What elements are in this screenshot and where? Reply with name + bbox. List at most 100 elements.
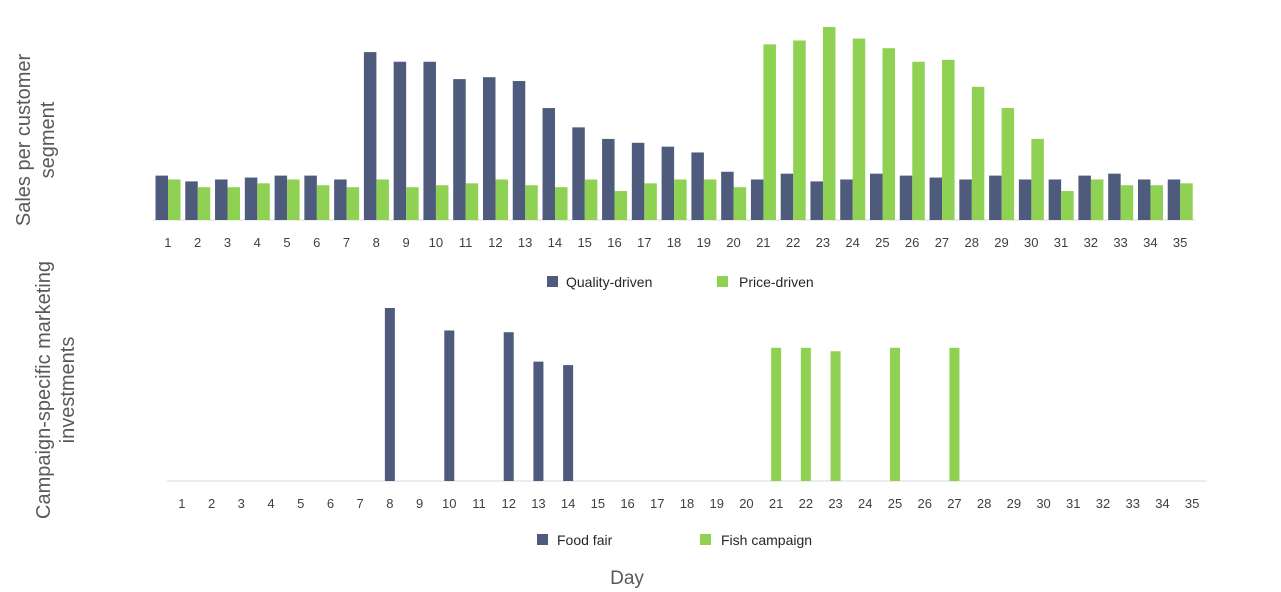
x-tick-label: 10 xyxy=(429,235,443,250)
legend-label-quality-driven: Quality-driven xyxy=(566,274,652,290)
bar-price-driven-day-3 xyxy=(227,187,241,220)
bar-quality-driven-day-15 xyxy=(572,127,585,220)
bar-quality-driven-day-8 xyxy=(363,52,377,221)
bar-quality-driven-day-22 xyxy=(780,173,794,220)
x-tick-label: 17 xyxy=(637,235,651,250)
x-tick-label: 30 xyxy=(1036,496,1050,511)
x-tick-label: 3 xyxy=(224,235,231,250)
x-tick-label: 19 xyxy=(709,496,723,511)
bar-price-driven-day-34 xyxy=(1150,185,1163,220)
bar-price-driven-day-29 xyxy=(1001,108,1015,220)
bar-price-driven-day-2 xyxy=(197,187,211,220)
x-tick-label: 12 xyxy=(501,496,515,511)
bar-quality-driven-day-21 xyxy=(750,179,764,220)
x-tick-label: 20 xyxy=(739,496,753,511)
bar-fish-campaign-day-23 xyxy=(830,351,841,481)
bar-price-driven-day-23 xyxy=(822,27,836,220)
bar-quality-driven-day-6 xyxy=(304,175,317,220)
x-tick-label: 11 xyxy=(472,496,486,511)
x-tick-label: 35 xyxy=(1185,496,1199,511)
x-tick-label: 8 xyxy=(373,235,380,250)
x-tick-label: 12 xyxy=(488,235,502,250)
legend-swatch-quality-driven xyxy=(547,276,558,287)
bar-quality-driven-day-1 xyxy=(155,175,168,220)
bar-price-driven-day-6 xyxy=(316,185,330,220)
bar-price-driven-day-31 xyxy=(1061,191,1074,220)
bar-food-fair-day-14 xyxy=(563,365,574,481)
bar-price-driven-day-32 xyxy=(1090,179,1104,220)
x-tick-label: 28 xyxy=(977,496,991,511)
x-tick-label: 5 xyxy=(297,496,304,511)
x-tick-label: 11 xyxy=(459,235,473,250)
x-tick-label: 25 xyxy=(875,235,889,250)
x-axis-label: Day xyxy=(610,568,644,589)
bar-price-driven-day-12 xyxy=(495,179,508,220)
x-tick-label: 27 xyxy=(935,235,949,250)
bar-price-driven-day-8 xyxy=(376,179,389,220)
x-tick-label: 27 xyxy=(947,496,961,511)
bar-quality-driven-day-33 xyxy=(1108,173,1121,220)
x-tick-label: 23 xyxy=(828,496,842,511)
x-tick-label: 9 xyxy=(416,496,423,511)
bar-price-driven-day-21 xyxy=(763,44,776,221)
y-axis-label-line: segment xyxy=(37,101,59,178)
x-tick-label: 24 xyxy=(845,235,859,250)
bar-quality-driven-day-2 xyxy=(185,181,198,220)
x-tick-label: 14 xyxy=(548,235,562,250)
x-tick-label: 22 xyxy=(786,235,800,250)
x-tick-label: 5 xyxy=(283,235,290,250)
bar-price-driven-day-26 xyxy=(912,61,925,220)
bar-food-fair-day-10 xyxy=(444,330,455,481)
x-tick-label: 34 xyxy=(1143,235,1157,250)
bar-price-driven-day-1 xyxy=(168,179,181,220)
x-tick-label: 26 xyxy=(905,235,919,250)
x-tick-label: 25 xyxy=(888,496,902,511)
bar-quality-driven-day-5 xyxy=(274,175,288,220)
bar-quality-driven-day-17 xyxy=(631,142,645,220)
x-tick-label: 19 xyxy=(697,235,711,250)
bar-quality-driven-day-28 xyxy=(959,179,972,220)
legend-swatch-price-driven xyxy=(717,276,728,287)
bar-quality-driven-day-11 xyxy=(453,79,466,220)
legend-swatch-food-fair xyxy=(537,534,548,545)
bar-price-driven-day-24 xyxy=(852,38,866,220)
x-tick-label: 8 xyxy=(386,496,393,511)
x-tick-label: 24 xyxy=(858,496,872,511)
bar-price-driven-day-11 xyxy=(465,183,479,220)
x-tick-label: 21 xyxy=(769,496,783,511)
bar-fish-campaign-day-22 xyxy=(800,347,811,481)
bar-quality-driven-day-10 xyxy=(423,61,436,220)
x-tick-label: 31 xyxy=(1054,235,1068,250)
bar-quality-driven-day-26 xyxy=(899,175,913,220)
bar-price-driven-day-15 xyxy=(584,179,598,220)
x-tick-label: 3 xyxy=(238,496,245,511)
x-tick-label: 2 xyxy=(208,496,215,511)
bar-quality-driven-day-25 xyxy=(870,173,883,220)
x-tick-label: 34 xyxy=(1155,496,1169,511)
marketing-chart: 1 2 3 4 5 6 7 8 9 10 11 12 13 14 15 16 17 18 19 20 21 22 23 24 2… xyxy=(167,308,1207,511)
legend-swatch-fish-campaign xyxy=(700,534,711,545)
bar-quality-driven-day-34 xyxy=(1137,179,1151,220)
bar-food-fair-day-12 xyxy=(503,332,514,481)
sales-chart: 1 2 3 4 5 6 7 8 9 10 11 12 13 14 15 16 17 18 19 20 21 22 23 24 2… xyxy=(153,27,1195,250)
x-tick-label: 29 xyxy=(994,235,1008,250)
bar-price-driven-day-35 xyxy=(1180,183,1193,220)
x-tick-label: 35 xyxy=(1173,235,1187,250)
y-axis-label-line: Campaign-specific marketing xyxy=(33,261,55,519)
x-tick-label: 6 xyxy=(327,496,334,511)
x-tick-label: 32 xyxy=(1084,235,1098,250)
top-legend: Quality-driven Price-driven xyxy=(547,274,814,290)
legend-label-fish-campaign: Fish campaign xyxy=(721,532,812,548)
x-tick-label: 1 xyxy=(164,235,171,250)
x-tick-label: 7 xyxy=(357,496,364,511)
y-axis-label-line: investments xyxy=(57,337,79,444)
x-tick-label: 10 xyxy=(442,496,456,511)
bar-price-driven-day-7 xyxy=(346,187,360,220)
bar-quality-driven-day-32 xyxy=(1078,175,1091,220)
bar-price-driven-day-22 xyxy=(793,40,806,221)
bar-quality-driven-day-13 xyxy=(512,81,526,220)
bar-quality-driven-day-3 xyxy=(215,179,228,220)
bar-food-fair-day-13 xyxy=(533,361,544,481)
legend-label-food-fair: Food fair xyxy=(557,532,613,548)
